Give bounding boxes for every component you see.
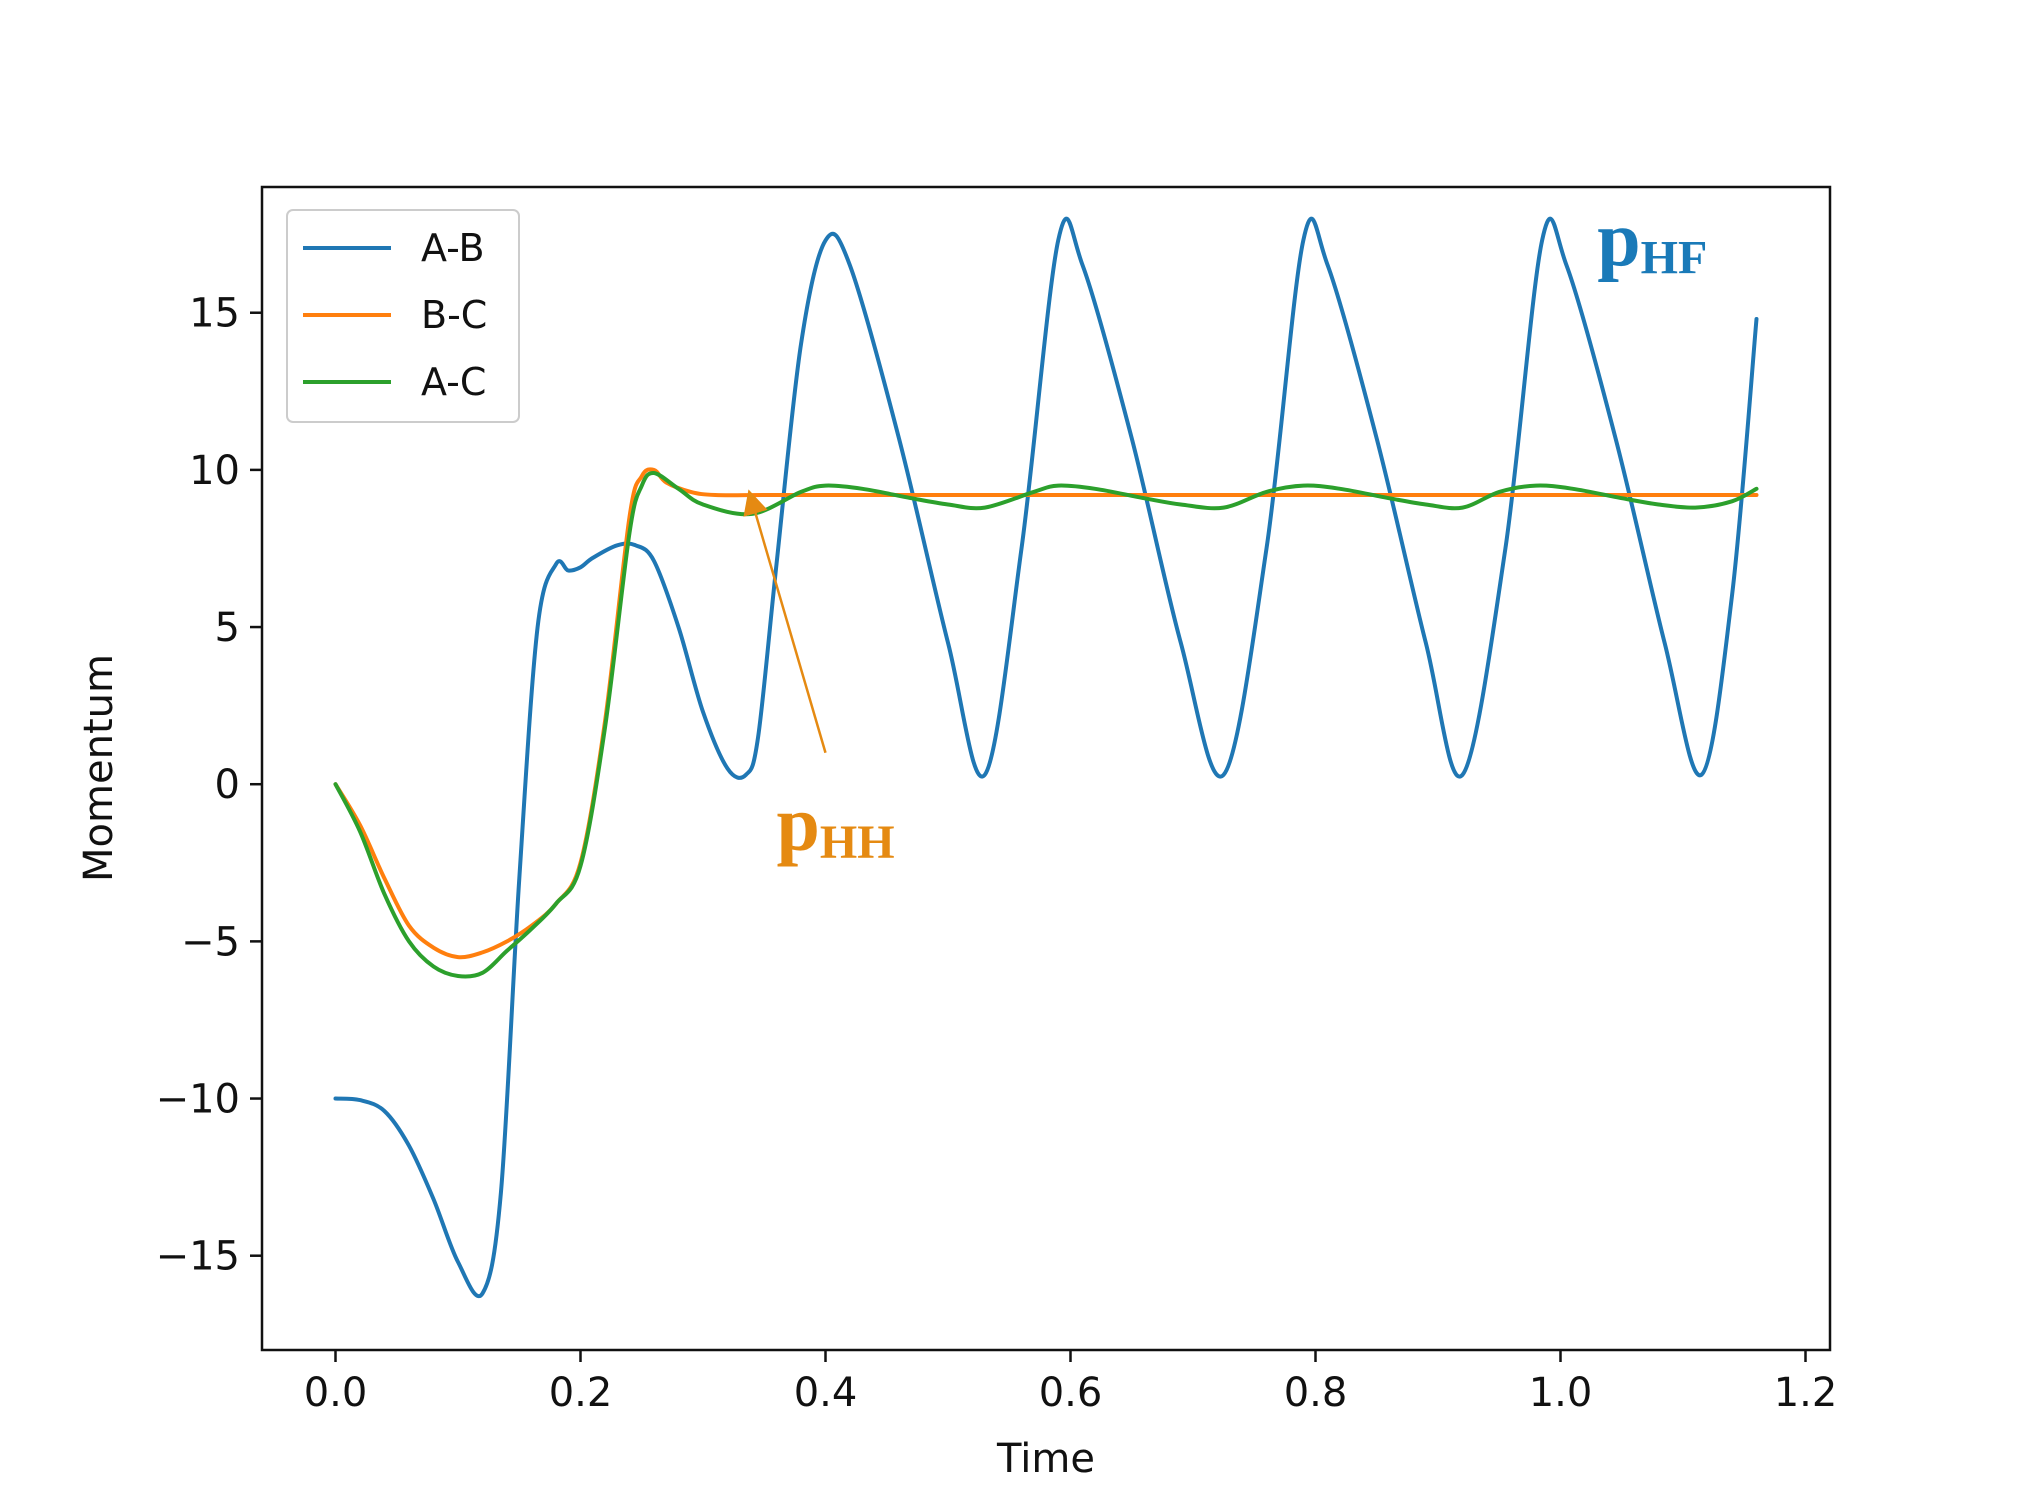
legend-box [286, 209, 520, 423]
series-line-b-c [333, 467, 1759, 960]
annotation-label: pHH [777, 780, 895, 869]
legend-label: A-C [421, 360, 486, 404]
x-tick-label: 1.0 [1529, 1370, 1593, 1416]
plot-frame [260, 185, 1832, 1352]
annotation-label: pHF [1597, 196, 1707, 285]
annotations: pHF pHH [743, 196, 1707, 869]
y-tick-label: −15 [156, 1234, 240, 1280]
y-axis-label: Momentum [76, 654, 122, 882]
series-layer [333, 216, 1759, 1298]
x-axis-label: Time [996, 1436, 1095, 1482]
x-tick-label: 0.2 [549, 1370, 613, 1416]
x-tick-label: 0.4 [794, 1370, 858, 1416]
legend: A-B B-C A-C [286, 209, 520, 423]
y-tick-label: 10 [189, 448, 240, 494]
x-tick-label: 0.8 [1284, 1370, 1348, 1416]
x-tick-label: 0.6 [1039, 1370, 1103, 1416]
y-tick-label: 15 [189, 291, 240, 337]
annotation-arrow [743, 489, 827, 754]
y-tick-label: −10 [156, 1077, 240, 1123]
x-tick-label: 0.0 [304, 1370, 368, 1416]
y-axis: −15 −10 −5 0 5 10 15 [156, 291, 262, 1280]
legend-label: B-C [421, 293, 487, 337]
x-tick-label: 1.2 [1774, 1370, 1838, 1416]
y-tick-label: 0 [215, 762, 240, 808]
series-line-a-c [333, 470, 1759, 979]
y-tick-label: −5 [181, 919, 240, 965]
x-axis: 0.0 0.2 0.4 0.6 0.8 1.0 1.2 [304, 1350, 1838, 1416]
legend-label: A-B [421, 226, 485, 270]
y-tick-label: 5 [215, 605, 240, 651]
series-line-a-b [333, 216, 1759, 1298]
